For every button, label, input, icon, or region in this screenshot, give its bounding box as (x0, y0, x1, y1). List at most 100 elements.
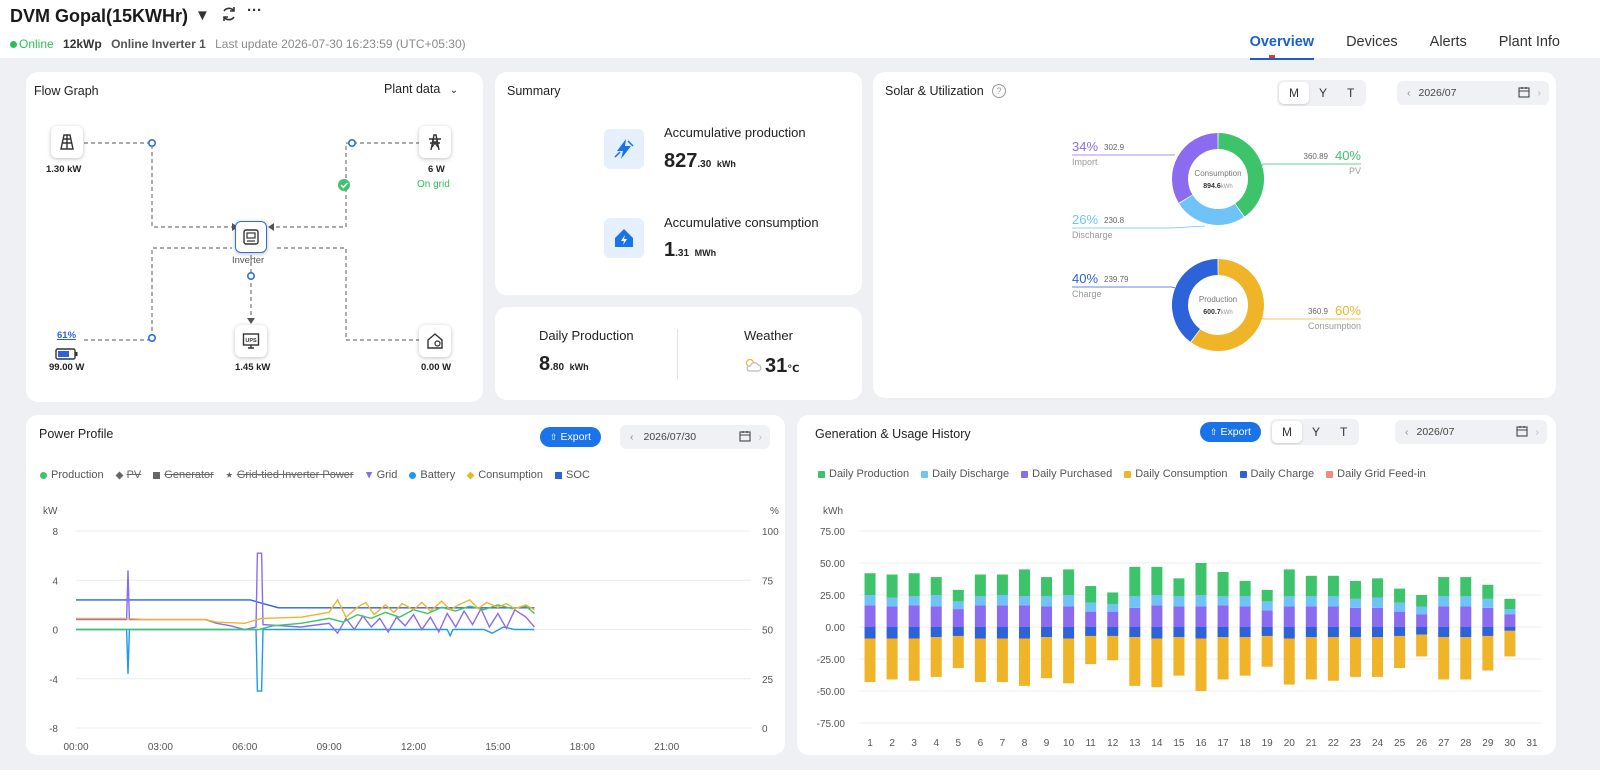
prev-month-icon[interactable]: ‹ (1405, 426, 1409, 438)
next-icon[interactable]: › (1537, 87, 1542, 99)
prev-icon[interactable]: ‹ (1407, 87, 1411, 99)
legend-marker-icon (1239, 470, 1247, 478)
x-tick: 11 (1085, 738, 1096, 749)
power-export-button[interactable]: ⇧ Export (540, 427, 601, 447)
bar-daily-purchased (886, 606, 898, 627)
x-tick: 7 (1000, 738, 1006, 749)
more-icon[interactable]: ··· (247, 2, 262, 19)
legend-item-daily-discharge[interactable]: Daily Discharge (921, 468, 1009, 480)
production-label: Accumulative production (664, 125, 806, 140)
tab-plant-info[interactable]: Plant Info (1498, 34, 1560, 50)
bar-daily-discharge (974, 596, 986, 606)
bar-daily-charge (1018, 627, 1030, 639)
bar-daily-discharge (1482, 598, 1494, 608)
x-tick: 23 (1350, 738, 1362, 749)
bar-daily-purchased (1041, 606, 1053, 627)
period-m[interactable]: M (1272, 421, 1302, 443)
bar-daily-discharge (952, 601, 964, 610)
bar-daily-production (1327, 575, 1339, 597)
value-label: 230.8 (1104, 216, 1125, 225)
bar-daily-consumption (886, 638, 898, 680)
bar-daily-consumption (1460, 637, 1472, 680)
legend-item-daily-consumption[interactable]: Daily Consumption (1124, 468, 1228, 480)
calendar-icon[interactable] (738, 430, 751, 445)
period-m[interactable]: M (1279, 82, 1309, 104)
home-value: 0.00 W (421, 362, 452, 373)
bar-daily-consumption (908, 638, 920, 681)
plant-data-dropdown[interactable]: Plant data ⌄ (384, 82, 458, 96)
solar-date-picker[interactable]: ‹ 2026/07 › (1397, 81, 1549, 105)
next-day-icon[interactable]: › (758, 431, 763, 443)
legend-item-generator[interactable]: Generator (153, 469, 214, 481)
tab-devices[interactable]: Devices (1346, 34, 1398, 50)
prev-day-icon[interactable]: ‹ (630, 431, 634, 443)
leader-line (1072, 286, 1176, 289)
period-t[interactable]: T (1347, 86, 1355, 100)
bar-daily-production (908, 573, 920, 597)
bar-daily-discharge (1129, 596, 1141, 608)
svg-text:UPS: UPS (245, 338, 257, 344)
consumption-donut-label-discharge: 26% 230.8 Discharge (1072, 212, 1206, 240)
refresh-icon[interactable] (221, 6, 237, 26)
x-tick: 2 (889, 738, 895, 749)
power-date-picker[interactable]: ‹ 2026/07/30 › (620, 425, 770, 449)
bar-daily-consumption (1018, 638, 1030, 686)
caret-down-icon[interactable]: ▼ (195, 7, 210, 24)
legend-item-battery[interactable]: Battery (409, 469, 455, 481)
bar-daily-consumption (1173, 637, 1185, 676)
consumption-donut-center-unit: kWh (1221, 184, 1233, 190)
tab-alerts[interactable]: Alerts (1429, 34, 1467, 50)
legend-item-daily-production[interactable]: Daily Production (818, 468, 909, 480)
legend-item-production[interactable]: Production (40, 469, 104, 481)
legend-item-pv[interactable]: PV (115, 469, 141, 481)
gen-history-card: Generation & Usage History ⇧ Export M Y T… (797, 415, 1556, 755)
x-tick: 15 (1173, 738, 1185, 749)
ups-icon: UPS (235, 325, 267, 357)
legend-item-consumption[interactable]: Consumption (466, 469, 543, 481)
legend-marker-icon (555, 471, 563, 479)
legend-item-grid-tied-inverter-power[interactable]: Grid-tied Inverter Power (225, 469, 354, 481)
period-y[interactable]: Y (1312, 425, 1321, 439)
y-tick: 0.00 (826, 623, 846, 634)
calendar-icon[interactable] (1515, 425, 1528, 440)
last-update: Last update 2026-07-30 16:23:59 (UTC+05:… (215, 37, 466, 51)
x-tick: 22 (1328, 738, 1340, 749)
x-tick: 9 (1044, 738, 1050, 749)
bar-daily-purchased (1504, 614, 1516, 627)
tab-overview[interactable]: Overview (1249, 34, 1314, 60)
legend-label: SOC (566, 469, 590, 481)
y-unit: kWh (823, 506, 843, 517)
legend-marker-icon (225, 471, 233, 478)
legend-marker-icon (921, 470, 929, 478)
bar-daily-production (1018, 569, 1030, 597)
x-tick: 3 (911, 738, 917, 749)
bar-daily-purchased (908, 605, 920, 627)
legend-item-soc[interactable]: SOC (555, 469, 590, 481)
legend-item-daily-grid-feed-in[interactable]: Daily Grid Feed-in (1326, 468, 1426, 480)
solar-value: 1.30 kW (46, 164, 82, 175)
period-t[interactable]: T (1340, 425, 1348, 439)
legend-item-daily-purchased[interactable]: Daily Purchased (1021, 468, 1112, 480)
bar-daily-purchased (1151, 605, 1163, 627)
temperature: 31℃ (765, 355, 799, 378)
legend-item-daily-charge[interactable]: Daily Charge (1239, 468, 1314, 480)
weather-label: Weather (744, 328, 793, 343)
bar-daily-production (996, 574, 1008, 595)
bar-daily-purchased (1107, 611, 1119, 627)
bar-daily-discharge (1327, 596, 1339, 607)
help-icon[interactable]: ? (992, 84, 1006, 98)
gen-export-button[interactable]: ⇧ Export (1200, 422, 1261, 442)
bar-daily-production (1283, 569, 1295, 597)
status-online: Online (19, 37, 54, 51)
period-y[interactable]: Y (1319, 86, 1328, 100)
bar-daily-discharge (1349, 598, 1361, 608)
bar-daily-purchased (1416, 614, 1428, 627)
gen-date-picker[interactable]: ‹ 2026/07 › (1395, 420, 1547, 444)
legend-item-grid[interactable]: Grid (365, 469, 397, 481)
y-tick: -75.00 (817, 719, 846, 730)
legend-label: Daily Discharge (932, 468, 1010, 480)
next-month-icon[interactable]: › (1535, 426, 1540, 438)
plant-data-label: Plant data (384, 82, 441, 96)
calendar-icon[interactable] (1517, 86, 1530, 101)
top-bar: DVM Gopal(15KWHr) ▼ ··· Online 12kWp Onl… (0, 0, 1600, 60)
